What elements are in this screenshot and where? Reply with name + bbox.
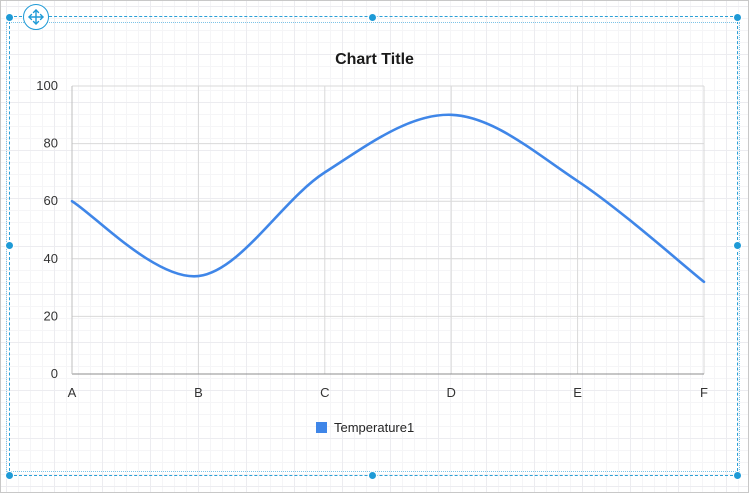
resize-handle-bottom[interactable] [368, 471, 377, 480]
tick-labels: 0 20 40 60 80 100 A B C D E F [36, 78, 708, 400]
resize-handle-right[interactable] [733, 241, 742, 250]
x-tick-label: D [447, 385, 456, 400]
legend-swatch [316, 422, 327, 433]
resize-handle-bottom-left[interactable] [5, 471, 14, 480]
y-tick-label: 40 [44, 251, 58, 266]
move-arrows-icon [28, 9, 44, 25]
resize-handle-top-right[interactable] [733, 13, 742, 22]
x-tick-label: C [320, 385, 329, 400]
resize-handle-bottom-right[interactable] [733, 471, 742, 480]
gridlines [72, 85, 705, 374]
x-tick-label: E [573, 385, 582, 400]
move-handle[interactable] [23, 4, 49, 30]
x-tick-label: A [68, 385, 77, 400]
y-tick-label: 100 [36, 78, 58, 93]
chart-legend: Temperature1 [316, 420, 414, 435]
y-tick-label: 80 [44, 136, 58, 151]
x-tick-label: F [700, 385, 708, 400]
y-tick-label: 0 [51, 366, 58, 381]
chart-title: Chart Title [335, 51, 414, 68]
series-line [70, 113, 706, 284]
axes [71, 86, 704, 375]
resize-handle-left[interactable] [5, 241, 14, 250]
y-tick-label: 60 [44, 193, 58, 208]
resize-handle-top[interactable] [368, 13, 377, 22]
y-tick-label: 20 [44, 308, 58, 323]
legend-label: Temperature1 [334, 420, 415, 435]
x-tick-label: B [194, 385, 203, 400]
series-lines [70, 113, 706, 284]
resize-handle-top-left[interactable] [5, 13, 14, 22]
